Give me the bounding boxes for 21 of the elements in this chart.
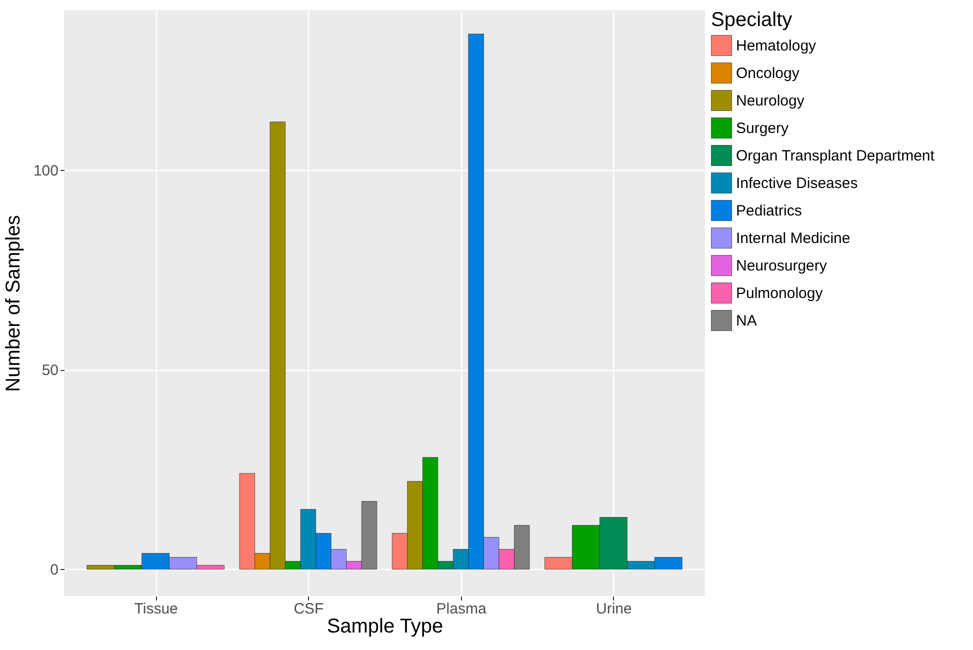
legend-label: Oncology: [736, 65, 800, 82]
x-tick-label: Plasma: [436, 600, 487, 618]
x-axis-title: Sample Type: [326, 616, 444, 638]
y-axis-title: Number of Samples: [2, 215, 24, 392]
y-tick-label: 100: [33, 162, 58, 180]
legend-label: Infective Diseases: [736, 175, 858, 192]
x-tick-label: Urine: [596, 600, 632, 618]
legend-label: Organ Transplant Department: [736, 148, 936, 164]
x-tick-label: CSF: [294, 600, 324, 618]
legend-label: Pediatrics: [736, 202, 802, 220]
legend-label: Neurology: [736, 92, 805, 110]
legend-label: Internal Medicine: [736, 230, 850, 247]
legend-label: Neurosurgery: [736, 258, 828, 274]
y-tick-label: 50: [42, 362, 58, 380]
x-tick-label: Tissue: [134, 600, 178, 618]
legend-label: Pulmonology: [736, 285, 824, 302]
y-tick-label: 0: [50, 562, 58, 579]
legend-title: Specialty: [711, 9, 792, 31]
legend-label: Hematology: [736, 38, 817, 54]
legend-label: Surgery: [736, 120, 790, 137]
legend-label: NA: [736, 312, 757, 330]
